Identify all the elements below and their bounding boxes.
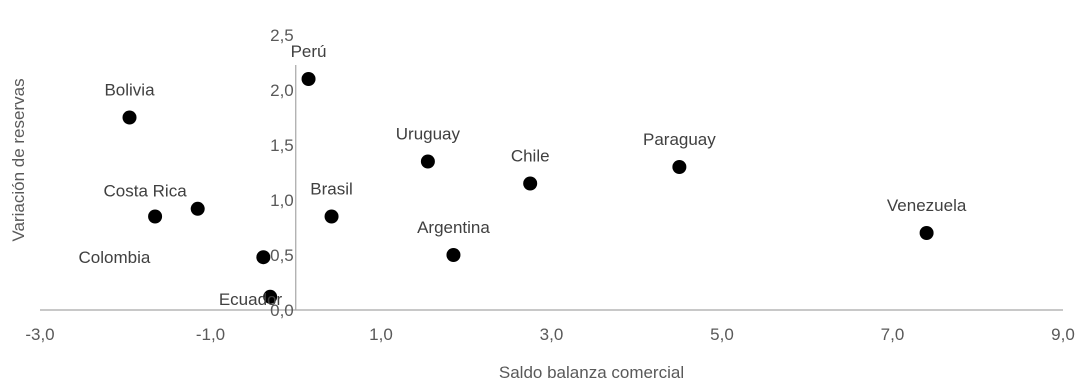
data-point (919, 226, 934, 240)
x-tick-label: 3,0 (540, 325, 564, 344)
data-point (420, 154, 435, 169)
x-axis: -3,0 -1,0 1,0 3,0 5,0 7,0 9,0 (25, 309, 1075, 344)
data-point-label: Chile (511, 147, 550, 166)
data-point (324, 209, 339, 224)
x-tick-label: 9,0 (1051, 325, 1075, 344)
data-point-label: Argentina (417, 218, 490, 237)
data-point (256, 250, 271, 265)
data-point-label: Bolivia (104, 81, 155, 100)
x-tick-label: 1,0 (369, 325, 393, 344)
data-point (672, 160, 687, 174)
data-point (301, 72, 316, 86)
data-point (446, 248, 461, 262)
data-point-label: Brasil (310, 180, 353, 199)
data-points (122, 72, 934, 304)
data-point (122, 110, 137, 125)
data-point-label: Perú (291, 42, 327, 61)
y-axis-title: Variación de reservas (9, 78, 28, 241)
x-tick-label: 7,0 (881, 325, 905, 344)
point-labels: Perú Bolivia Uruguay Chile Paraguay Costa Ric… (79, 42, 967, 309)
data-point-label: Costa Rica (104, 182, 188, 201)
x-tick-label: -3,0 (25, 325, 54, 344)
x-tick-label: -1,0 (196, 325, 225, 344)
y-tick-label: 1,5 (270, 136, 294, 155)
data-point-label: Venezuela (887, 196, 967, 215)
y-tick-label: 0,0 (270, 301, 294, 320)
data-point-label: Ecuador (219, 290, 283, 309)
y-tick-label: 2,5 (270, 26, 294, 45)
x-axis-title: Saldo balanza comercial (499, 363, 684, 382)
data-point (148, 209, 163, 224)
data-point-label: Paraguay (643, 130, 716, 149)
x-tick-label: 5,0 (710, 325, 734, 344)
data-point-label: Colombia (79, 248, 151, 267)
data-point (263, 289, 278, 304)
y-tick-label: 2,0 (270, 81, 294, 100)
data-point-label: Uruguay (396, 125, 461, 144)
y-tick-label: 1,0 (270, 191, 294, 210)
y-tick-label: 0,5 (270, 246, 294, 265)
data-point (190, 201, 205, 216)
data-point (523, 176, 538, 191)
y-axis: 0,0 0,5 1,0 1,5 2,0 2,5 (270, 26, 297, 320)
